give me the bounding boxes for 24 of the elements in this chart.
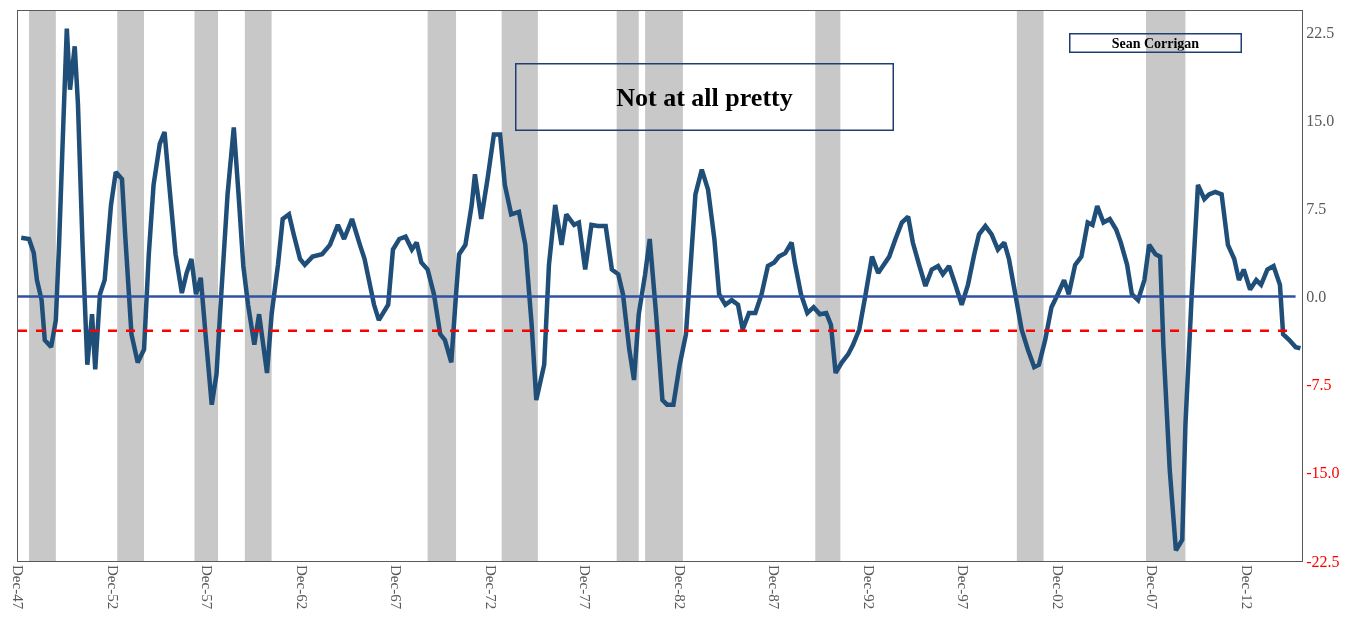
x-tick-label: Dec-07: [1144, 565, 1161, 610]
line-series: [18, 26, 1302, 553]
x-tick-label: Dec-77: [577, 565, 594, 610]
x-tick-label: Dec-92: [860, 565, 877, 610]
y-tick-label: 7.5: [1306, 200, 1327, 218]
x-tick-label: Dec-62: [293, 565, 310, 610]
x-tick-label: Dec-52: [104, 565, 121, 610]
x-tick-label: Dec-72: [482, 565, 499, 610]
y-tick-label: 22.5: [1306, 23, 1335, 41]
annotation: Sean Corrigan: [1111, 35, 1200, 51]
y-tick-label: 0.0: [1306, 288, 1327, 306]
x-tick-label: Dec-82: [671, 565, 688, 610]
x-tick-label: Dec-47: [10, 565, 27, 610]
annotation: Not at all pretty: [616, 82, 793, 112]
x-tick-label: Dec-12: [1239, 565, 1256, 610]
x-tick-label: Dec-87: [766, 565, 783, 610]
x-tick-label: Dec-97: [955, 565, 972, 610]
y-tick-label: -22.5: [1306, 552, 1340, 570]
x-tick-label: Dec-67: [388, 565, 405, 610]
y-tick-label: -15.0: [1306, 464, 1340, 482]
y-tick-label: -7.5: [1306, 376, 1332, 394]
x-tick-label: Dec-02: [1049, 565, 1066, 610]
y-tick-label: 15.0: [1306, 111, 1335, 129]
x-tick-label: Dec-57: [199, 565, 216, 610]
